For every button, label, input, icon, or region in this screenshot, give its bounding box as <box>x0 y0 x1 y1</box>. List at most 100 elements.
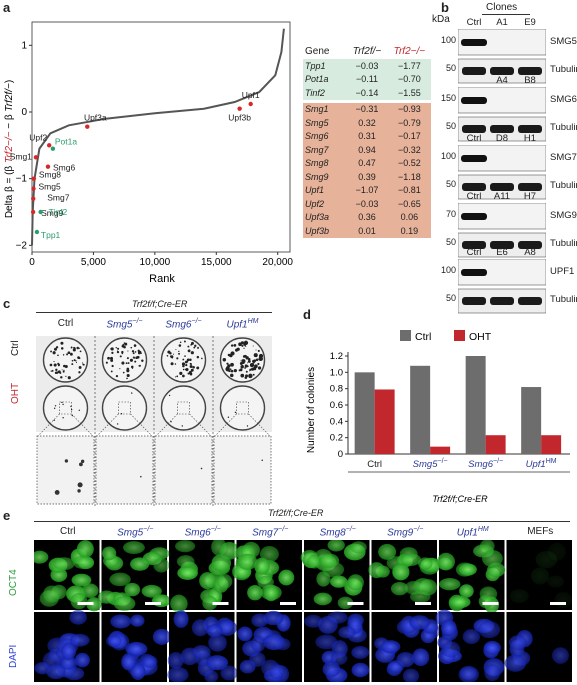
lane-label: E6 <box>496 247 508 258</box>
table-row: Upf3b 0.01 0.19 <box>303 224 431 238</box>
panel-label-e: e <box>3 508 11 523</box>
legend-label-ctrl: Ctrl <box>415 331 431 343</box>
y-label-mid: − β <box>4 112 15 132</box>
legend-swatch-oht <box>454 330 465 341</box>
legend-swatch-ctrl <box>400 330 411 341</box>
if-tile-dapi-4 <box>304 611 370 682</box>
value-trf2ff: 0.39 <box>358 171 376 182</box>
lane-label: H1 <box>523 133 537 144</box>
bar-category-2: Smg6−/− <box>468 458 503 470</box>
if-image-grid <box>34 540 572 682</box>
if-tile-oct4-4 <box>300 540 370 610</box>
value-trf2ko: 0.06 <box>400 212 419 223</box>
value-trf2ff: 0.01 <box>358 225 376 236</box>
point-tpp1 <box>34 229 40 235</box>
western-blot-panel: kDa Clones Ctrl A1 E9 100 50 SMG5 Tubulin A4 B8 1… <box>430 0 577 314</box>
point-upf3b <box>237 106 242 111</box>
value-trf2ko: −0.65 <box>397 198 421 209</box>
zoom-inset-0 <box>36 435 95 505</box>
bar-y-tick-4: 0.8 <box>330 384 343 395</box>
gene-name: Upf2 <box>305 198 325 209</box>
if-tile-dapi-7 <box>504 612 572 682</box>
zoom-inset-2 <box>154 435 213 505</box>
if-column-2: Smg6−/− <box>184 526 221 539</box>
plate-column-1: Smg5−/− <box>106 318 143 331</box>
mw-marker: 100 <box>440 265 456 275</box>
point-smg5 <box>31 186 36 191</box>
header-gene: Gene <box>305 45 330 57</box>
zoom-inset-1 <box>95 435 154 505</box>
blot-smg5 <box>458 29 546 84</box>
blot-target: SMG6 <box>550 94 577 105</box>
bar-y-label: Number of colonies <box>306 367 317 453</box>
y-tick-1: 0 <box>21 107 27 118</box>
value-trf2ko: −1.18 <box>397 171 421 182</box>
plate-column-3: Upf1HM <box>226 318 259 331</box>
y-tick-3: −2 <box>16 240 28 251</box>
value-trf2ff: −0.31 <box>355 104 379 115</box>
header-trf2ff: Trf2f/− <box>352 45 382 57</box>
rank-scatter-plot: 0 5,000 10,000 15,000 20,000 1 0 −1 −2 Upf1 Upf3b… <box>4 21 293 285</box>
value-trf2ff: −1.07 <box>355 185 379 196</box>
lane-label: E9 <box>524 17 536 28</box>
legend-label-oht: OHT <box>469 331 492 343</box>
value-trf2ff: 0.47 <box>358 158 376 169</box>
point-label-upf2: Upf2 <box>29 132 47 142</box>
bar-oht-0 <box>374 389 395 454</box>
if-tile-oct4-5 <box>368 540 442 610</box>
if-tile-dapi-5 <box>371 612 441 682</box>
if-tile-dapi-2 <box>167 610 238 682</box>
bar-ctrl-3 <box>521 387 542 454</box>
nmd-gene-rows: Smg1 −0.31 −0.93 Smg5 0.32 −0.79 Smg6 0.31 −0.17… <box>303 102 431 238</box>
lane-label: Ctrl <box>466 247 482 258</box>
blot-loading: Tubulin <box>550 238 577 249</box>
point-pot1a <box>50 146 56 151</box>
if-tile-oct4-6 <box>437 540 506 614</box>
mw-marker: 150 <box>440 93 456 103</box>
lane-label: Ctrl <box>466 133 482 144</box>
if-column-3: Smg7−/− <box>252 526 289 539</box>
gene-name: Upf3a <box>305 212 330 223</box>
mw-marker: 50 <box>445 237 456 247</box>
immunofluorescence-panel: Trf2f/f;Cre-ER Ctrl Smg5−/− Smg6−/− Smg7−/−… <box>0 508 577 685</box>
panel-label-b: b <box>441 0 449 15</box>
mw-marker: 100 <box>440 35 456 45</box>
y-tick-2: −1 <box>16 174 28 185</box>
lane-label: A8 <box>524 247 536 258</box>
gene-name: Upf3b <box>305 225 330 236</box>
if-tile-dapi-3 <box>236 610 302 682</box>
value-trf2ff: −0.11 <box>355 74 379 85</box>
if-tile-dapi-6 <box>435 609 505 682</box>
point-label-tpp1: Tpp1 <box>41 230 61 240</box>
point-label-smg8: Smg8 <box>39 170 61 180</box>
if-row-oct4: OCT4 <box>8 569 19 596</box>
x-tick-1: 5,000 <box>81 257 106 268</box>
blot-loading: Tubulin <box>550 64 577 75</box>
table-row: Pot1a −0.11 −0.70 <box>303 73 431 87</box>
rank-curve <box>31 28 285 246</box>
point-label-upf3a: Upf3a <box>84 113 107 123</box>
point-tinf2 <box>38 209 43 215</box>
y-label-suffix: ) <box>4 80 15 83</box>
blot-loading: Tubulin <box>550 294 577 305</box>
bar-legend: Ctrl OHT <box>400 330 492 343</box>
telomere-gene-rows: Tpp1 −0.03 −1.77 Pot1a −0.11 −0.70 Tinf2 −0.14 −… <box>303 59 431 100</box>
blot-smg9 <box>458 203 546 258</box>
if-column-1: Smg5−/− <box>117 526 154 539</box>
colony-plates-panel: Trf2f/f;Cre-ER Ctrl Smg5−/− Smg6−/− Upf1HM … <box>0 296 300 506</box>
mw-marker: 50 <box>445 179 456 189</box>
panel-label-a: a <box>3 0 11 15</box>
value-trf2ko: −0.79 <box>397 117 421 128</box>
plate-row-ctrl: Ctrl <box>10 340 21 356</box>
y-axis-label: Delta β = (β Trf2−/− − β Trf2f/−) <box>4 80 15 218</box>
scatter-axes: 0 5,000 10,000 15,000 20,000 1 0 −1 −2 <box>16 21 293 268</box>
header-trf2ko: Trf2−/− <box>393 45 426 57</box>
if-tile-oct4-3 <box>232 540 302 610</box>
point-label-upf3b: Upf3b <box>228 113 251 123</box>
table-row: Smg1 −0.31 −0.93 <box>303 103 431 117</box>
value-trf2ff: 0.31 <box>358 131 376 142</box>
point-label-smg1: Smg1 <box>10 151 32 161</box>
blot-loading: Tubulin <box>550 180 577 191</box>
table-row: Smg6 0.31 −0.17 <box>303 130 431 144</box>
blot-target: SMG9 <box>550 210 577 221</box>
